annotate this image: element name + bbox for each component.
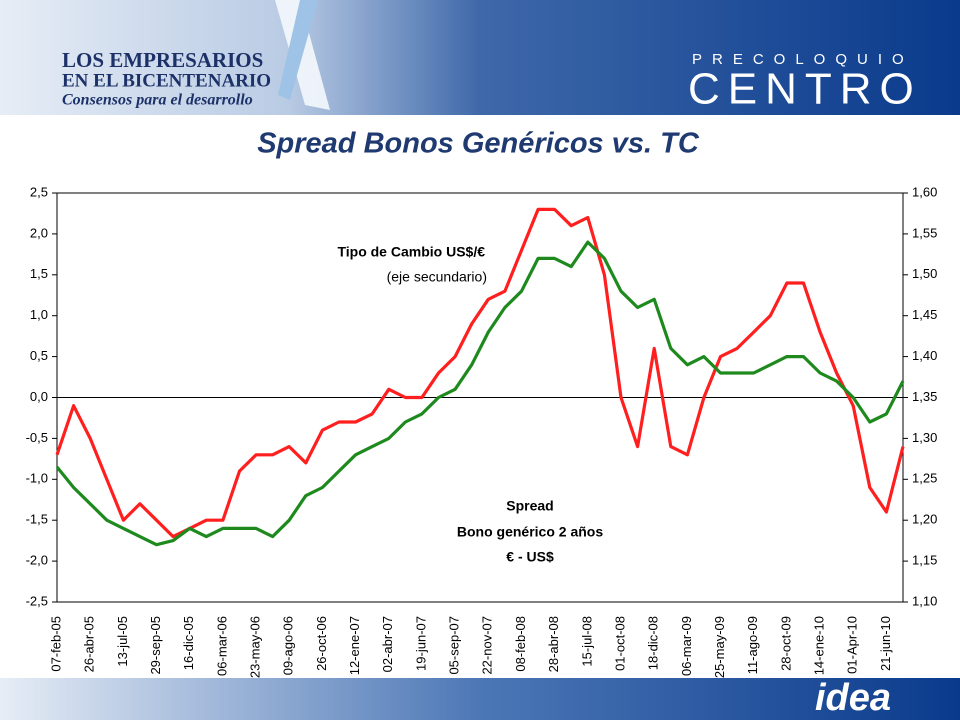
y-tick-label: 1,5 xyxy=(30,266,48,281)
y2-tick-label: 1,40 xyxy=(912,348,937,363)
x-tick-label: 02-abr-07 xyxy=(380,616,395,672)
annotation: € - US$ xyxy=(506,549,554,565)
x-tick-label: 06-mar-06 xyxy=(214,616,229,676)
event-main: CENTRO xyxy=(688,65,922,114)
x-tick-label: 29-sep-05 xyxy=(148,616,163,675)
data-line xyxy=(55,240,905,547)
x-tick-label: 28-abr-08 xyxy=(546,616,561,672)
x-tick-label: 19-jun-07 xyxy=(413,616,428,671)
event-top: PRECOLOQUIO xyxy=(692,51,914,68)
header-band xyxy=(0,0,960,115)
x-tick-label: 08-feb-08 xyxy=(513,616,528,672)
y2-tick-label: 1,35 xyxy=(912,389,937,404)
y2-tick-label: 1,20 xyxy=(912,512,937,527)
logo-text: LOS EMPRESARIOS xyxy=(62,48,263,72)
y-tick-label: -2,0 xyxy=(26,553,48,568)
x-tick-label: 28-oct-09 xyxy=(778,616,793,671)
x-tick-label: 22-nov-07 xyxy=(480,616,495,675)
x-tick-label: 26-abr-05 xyxy=(82,616,97,672)
y2-tick-label: 1,25 xyxy=(912,471,937,486)
x-tick-label: 25-may-09 xyxy=(712,616,727,678)
y-tick-label: 0,5 xyxy=(30,348,48,363)
y2-tick-label: 1,45 xyxy=(912,307,937,322)
x-tick-label: 07-feb-05 xyxy=(48,616,63,672)
chart-title: Spread Bonos Genéricos vs. TC xyxy=(257,128,700,160)
x-tick-label: 14-ene-10 xyxy=(811,616,826,675)
y2-tick-label: 1,10 xyxy=(912,593,937,608)
y-tick-label: -1,0 xyxy=(26,471,48,486)
annotation: Tipo de Cambio US$/€ xyxy=(337,244,485,260)
y2-tick-label: 1,15 xyxy=(912,553,937,568)
x-tick-label: 18-dic-08 xyxy=(646,616,661,670)
y2-tick-label: 1,50 xyxy=(912,266,937,281)
x-tick-label: 01-oct-08 xyxy=(612,616,627,671)
y-tick-label: 2,5 xyxy=(30,184,48,199)
annotation: (eje secundario) xyxy=(387,269,487,285)
x-tick-label: 21-jun-10 xyxy=(878,616,893,671)
logo-tagline: Consensos para el desarrollo xyxy=(62,92,253,109)
logo-text: EN EL BICENTENARIO xyxy=(62,70,271,91)
ribbon xyxy=(278,0,318,100)
x-tick-label: 01-Apr-10 xyxy=(845,616,860,674)
footer-band xyxy=(0,678,960,720)
y-tick-label: 1,0 xyxy=(30,307,48,322)
y-tick-label: -2,5 xyxy=(26,593,48,608)
y-tick-label: 2,0 xyxy=(30,225,48,240)
x-tick-label: 11-ago-09 xyxy=(745,616,760,674)
annotation: Bono genérico 2 años xyxy=(457,524,603,540)
x-tick-label: 05-sep-07 xyxy=(447,616,462,675)
x-tick-label: 23-may-06 xyxy=(247,616,262,678)
chart: 2,5 2,0 1,5 1,0 0,5 0,0 -0,5 -1,0 -1,5 -2,0 -2,5 1,… xyxy=(26,184,938,678)
y-tick-label: 0,0 xyxy=(30,389,48,404)
y-tick-label: -1,5 xyxy=(26,512,48,527)
y-tick-label: -0,5 xyxy=(26,430,48,445)
data-line xyxy=(55,207,905,539)
x-tick-label: 15-jul-08 xyxy=(579,616,594,667)
x-tick-label: 06-mar-09 xyxy=(679,616,694,676)
annotation: Spread xyxy=(506,498,553,514)
x-tick-label: 12-ene-07 xyxy=(347,616,362,675)
x-tick-label: 13-jul-05 xyxy=(115,616,130,667)
y2-tick-label: 1,60 xyxy=(912,184,937,199)
x-tick-label: 26-oct-06 xyxy=(314,616,329,671)
x-tick-label: 09-ago-06 xyxy=(281,616,296,675)
footer-logo: idea xyxy=(815,677,891,719)
y2-tick-label: 1,30 xyxy=(912,430,937,445)
x-tick-label: 16-dic-05 xyxy=(181,616,196,670)
y2-tick-label: 1,55 xyxy=(912,225,937,240)
